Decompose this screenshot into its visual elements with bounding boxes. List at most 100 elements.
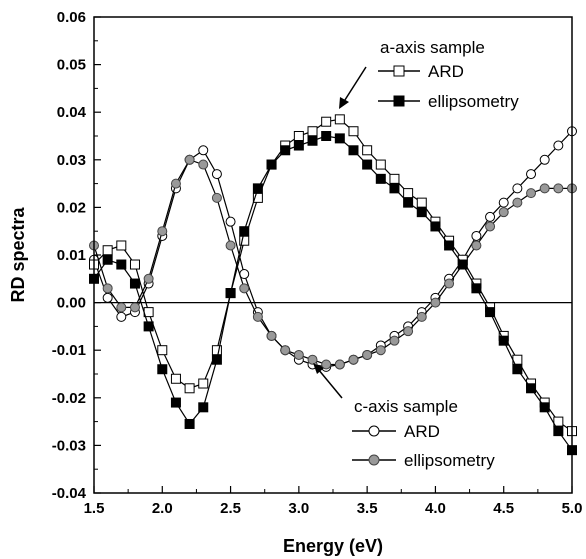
y-tick-label: 0.05 xyxy=(57,57,86,74)
data-point xyxy=(252,192,263,203)
data-point xyxy=(375,159,386,170)
data-point xyxy=(184,418,195,429)
series-line xyxy=(93,135,573,451)
data-point xyxy=(184,154,195,165)
data-point xyxy=(157,226,168,237)
y-tick-label: -0.03 xyxy=(52,437,86,454)
data-point xyxy=(321,116,332,127)
data-point xyxy=(116,240,127,251)
data-point xyxy=(389,183,400,194)
data-point xyxy=(102,254,113,265)
data-point xyxy=(362,159,373,170)
data-point xyxy=(334,114,345,125)
data-point xyxy=(389,173,400,184)
data-point xyxy=(375,345,386,356)
data-point xyxy=(348,126,359,137)
data-point xyxy=(403,197,414,208)
x-tick-label: 5.0 xyxy=(562,500,583,517)
y-tick-label: -0.04 xyxy=(52,485,87,502)
data-point xyxy=(198,402,209,413)
data-point xyxy=(239,235,250,246)
data-point xyxy=(498,335,509,346)
data-point xyxy=(375,173,386,184)
data-point xyxy=(348,145,359,156)
arrow-a-axis xyxy=(339,66,367,109)
x-tick-label: 4.5 xyxy=(493,500,514,517)
data-point xyxy=(471,283,482,294)
data-point xyxy=(526,169,537,180)
data-point xyxy=(225,240,236,251)
data-point xyxy=(184,383,195,394)
data-point xyxy=(457,259,468,270)
x-tick-label: 1.5 xyxy=(84,500,105,517)
data-point xyxy=(553,140,564,151)
data-point xyxy=(280,145,291,156)
x-tick-label: 2.0 xyxy=(152,500,173,517)
data-point xyxy=(334,133,345,144)
data-point xyxy=(416,197,427,208)
data-point xyxy=(211,345,222,356)
data-point xyxy=(539,183,550,194)
data-point xyxy=(307,135,318,146)
data-point xyxy=(553,426,564,437)
data-point xyxy=(444,278,455,289)
data-point xyxy=(512,183,523,194)
x-tick-label: 2.5 xyxy=(220,500,241,517)
data-point xyxy=(116,311,127,322)
legend-a-axis: a-axis sample ARD ellipsometry xyxy=(378,38,519,111)
arrow-c-axis xyxy=(313,363,343,399)
legend-c-ard-label: ARD xyxy=(404,422,440,441)
data-point xyxy=(170,397,181,408)
data-point xyxy=(143,321,154,332)
data-point xyxy=(430,221,441,232)
legend-c-ellipsometry-marker xyxy=(352,454,396,466)
legend-a-ard-marker xyxy=(378,65,420,77)
data-point xyxy=(198,145,209,156)
series-c-axis-sample-ellipsometry xyxy=(89,154,577,370)
data-point xyxy=(526,188,537,199)
data-point xyxy=(293,131,304,141)
y-tick-label: -0.01 xyxy=(52,342,86,359)
y-tick-label: 0.00 xyxy=(57,295,86,312)
data-point xyxy=(170,178,181,189)
data-point xyxy=(471,230,482,241)
data-point xyxy=(293,349,304,360)
data-point xyxy=(498,207,509,218)
legend-c-ellipsometry-label: ellipsometry xyxy=(404,451,495,470)
data-point xyxy=(129,302,140,313)
data-point xyxy=(102,245,113,256)
data-point xyxy=(348,354,359,365)
x-tick-label: 3.5 xyxy=(357,500,378,517)
legend-c-axis-title: c-axis sample xyxy=(354,397,458,416)
series-line xyxy=(93,118,573,432)
series-a-axis-sample-ellipsometry xyxy=(89,131,577,456)
data-point xyxy=(362,349,373,360)
data-point xyxy=(389,335,400,346)
data-point xyxy=(129,278,140,289)
data-point xyxy=(539,154,550,165)
data-point xyxy=(307,126,318,137)
data-point xyxy=(485,221,496,232)
data-point xyxy=(526,383,537,394)
data-point xyxy=(512,197,523,208)
data-point xyxy=(116,259,127,270)
data-point xyxy=(157,364,168,375)
ticks-layer: 1.5 2.0 2.5 3.0 3.5 4.0 4.5 5.0 -0.04 -0.03 -0.02 -… xyxy=(52,9,583,517)
x-axis-title: Energy (eV) xyxy=(283,536,383,556)
x-tick-label: 4.0 xyxy=(425,500,446,517)
data-point xyxy=(512,364,523,375)
data-point xyxy=(211,169,222,180)
data-point xyxy=(252,183,263,194)
data-point xyxy=(307,354,318,365)
data-point xyxy=(334,359,345,370)
legend-a-ellipsometry-label: ellipsometry xyxy=(428,92,519,111)
data-point xyxy=(102,292,113,303)
data-point xyxy=(129,259,140,270)
data-point xyxy=(280,345,291,356)
data-point xyxy=(539,402,550,413)
y-tick-label: 0.04 xyxy=(57,104,87,121)
data-point xyxy=(211,354,222,365)
data-point xyxy=(485,211,496,222)
data-point xyxy=(143,273,154,284)
